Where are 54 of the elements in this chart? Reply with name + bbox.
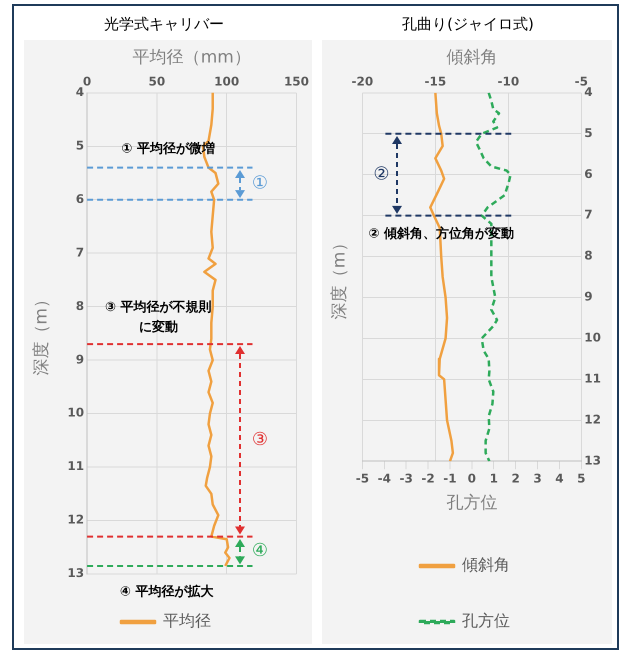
y-axis-title: 深度（m） bbox=[330, 234, 350, 320]
line-series bbox=[474, 92, 512, 462]
x-tick-label: 4 bbox=[555, 472, 564, 486]
x-tick-label: 1 bbox=[490, 472, 498, 486]
y-tick-label: 13 bbox=[584, 453, 602, 468]
y-tick-label: 12 bbox=[67, 512, 84, 527]
ref-line-label: ② bbox=[373, 163, 390, 184]
x-tick-label: -4 bbox=[378, 472, 391, 486]
text: ④ 平均径が拡大 bbox=[120, 583, 214, 600]
x-tick-label: 50 bbox=[148, 74, 166, 89]
y-tick-label: 5 bbox=[584, 126, 593, 140]
x-axis-title: 平均径（mm） bbox=[132, 48, 251, 68]
x-tick-label: 150 bbox=[284, 74, 310, 89]
ref-line-label: ③ bbox=[252, 429, 268, 450]
x-axis-title: 孔方位 bbox=[446, 493, 498, 514]
x-tick-label: -2 bbox=[421, 472, 435, 486]
x-tick-label: 0 bbox=[468, 472, 476, 486]
y-tick-label: 7 bbox=[584, 208, 593, 222]
y-tick-label: 4 bbox=[584, 84, 593, 99]
y-tick-label: 10 bbox=[67, 406, 84, 420]
x2-axis-title: 傾斜角 bbox=[446, 48, 498, 68]
y-tick-label: 10 bbox=[584, 330, 602, 345]
y-tick-label: 11 bbox=[584, 371, 602, 386]
legend-label: 孔方位 bbox=[462, 611, 510, 630]
y-tick-label: 11 bbox=[67, 459, 84, 474]
chart-title: 孔曲り(ジャイロ式) bbox=[401, 14, 535, 35]
legend-label: ④ bbox=[252, 540, 268, 561]
ref-line-label: ① bbox=[252, 172, 268, 194]
y-tick-label: 6 bbox=[76, 192, 84, 206]
x2-tick-label: -15 bbox=[424, 74, 446, 89]
y-tick-label: 8 bbox=[76, 298, 84, 313]
x-tick-label: -3 bbox=[400, 472, 413, 486]
x2-tick-label: -10 bbox=[497, 74, 520, 89]
annotation: ③ 平均径が不規則に変動 bbox=[105, 300, 212, 335]
x-tick-label: -5 bbox=[356, 472, 370, 486]
x2-tick-label: -20 bbox=[352, 74, 374, 89]
y-tick-label: 9 bbox=[76, 352, 84, 366]
y-tick-label: 4 bbox=[76, 84, 84, 99]
x-tick-label: 100 bbox=[214, 74, 240, 89]
y-tick-label: 6 bbox=[584, 166, 593, 181]
y-tick-label: 8 bbox=[584, 248, 593, 263]
legend-label: 平均径 bbox=[163, 611, 211, 630]
x-tick-label: -1 bbox=[443, 472, 457, 486]
chart-title: 光学式キャリバー bbox=[103, 14, 225, 35]
legend-label: 傾斜角 bbox=[462, 555, 510, 574]
y-tick-label: 13 bbox=[67, 566, 84, 580]
y-axis-title: 深度（m） bbox=[32, 291, 52, 376]
x-tick-label: 0 bbox=[82, 74, 92, 89]
y-tick-label: 7 bbox=[76, 245, 84, 260]
y-tick-label: 9 bbox=[584, 290, 593, 304]
x-tick-label: 2 bbox=[511, 472, 520, 486]
y-tick-label: 5 bbox=[76, 138, 84, 152]
y-tick-label: 12 bbox=[584, 412, 602, 426]
x-tick-label: 3 bbox=[533, 472, 542, 486]
